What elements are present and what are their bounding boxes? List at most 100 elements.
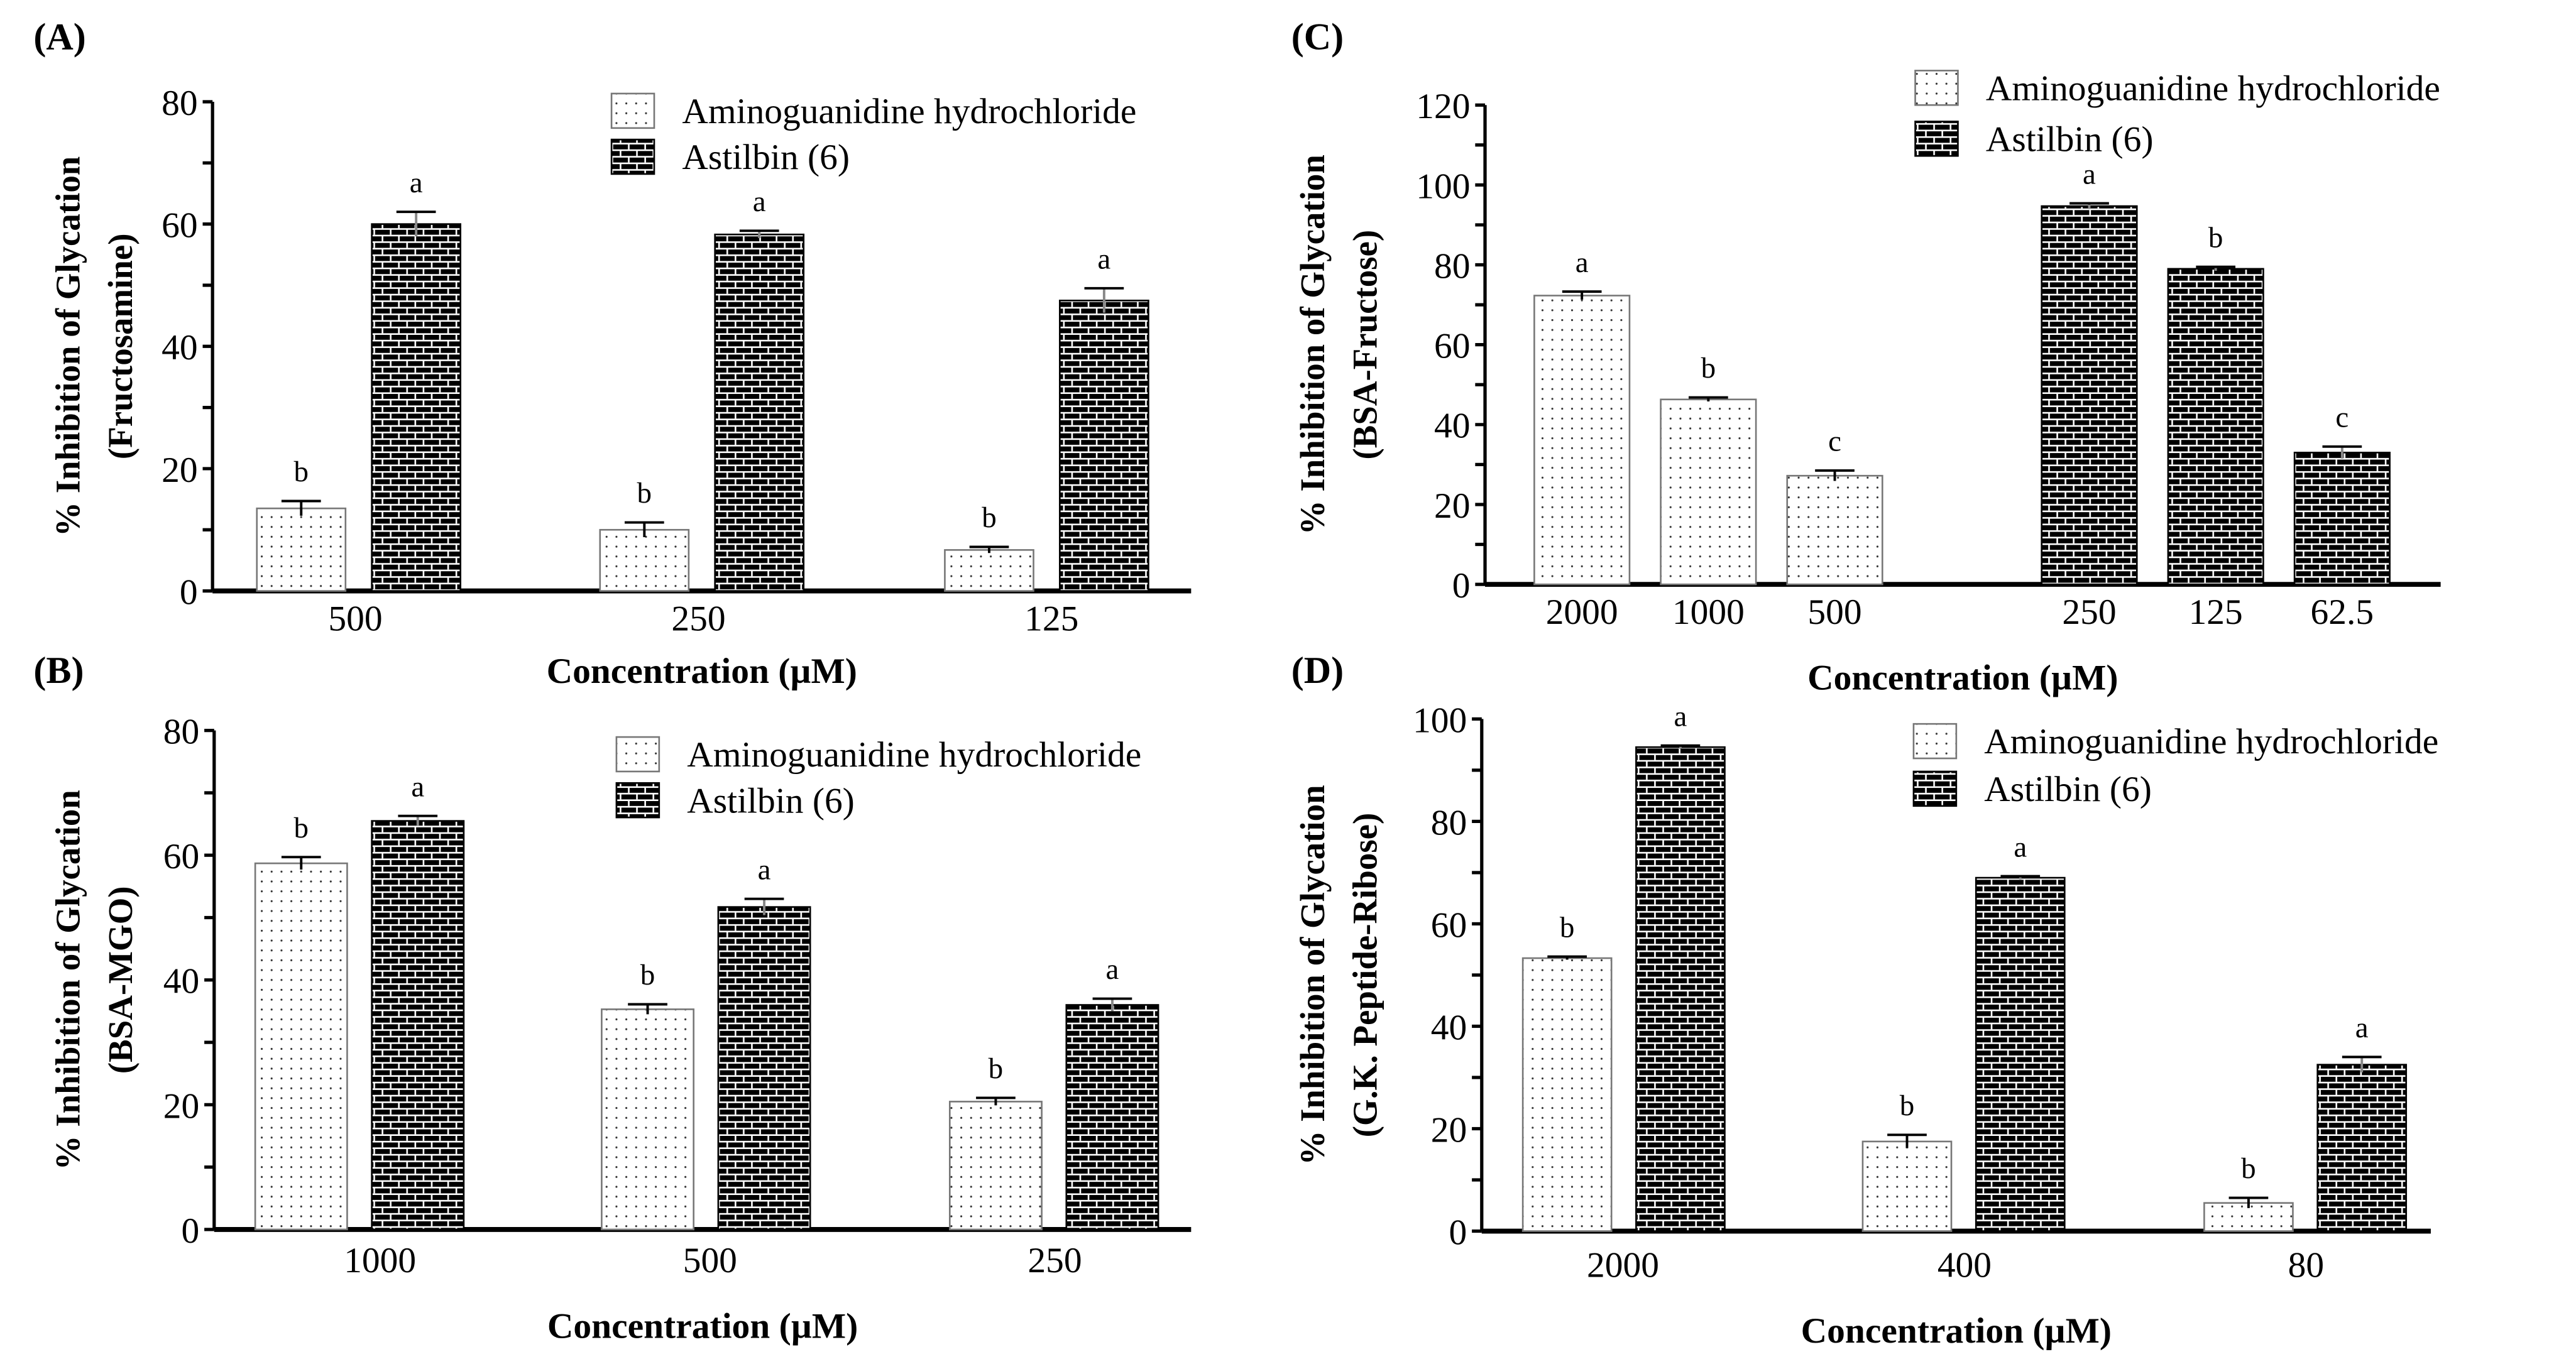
x-tick-label: 250 [671, 599, 725, 638]
significance-letter: c [1828, 425, 1841, 458]
significance-letter: a [1097, 243, 1110, 275]
significance-letter: a [758, 853, 771, 886]
y-tick-label: 40 [162, 328, 197, 368]
bar-aminoguanidine [1660, 398, 1757, 586]
y-tick-label: 0 [1449, 1213, 1467, 1252]
bar-aminoguanidine [944, 549, 1034, 592]
chart-panel-c: (C) 0 20 40 60 80 100 120 % Inhibition of Glycat… [1291, 15, 2441, 697]
x-tick-label: 1000 [1672, 592, 1745, 632]
bar-aminoguanidine [601, 1008, 695, 1231]
legend-label-aminoguanidine: Aminoguanidine hydrochloride [1986, 68, 2440, 108]
chart-panel-b: (B) 0 20 40 60 80 % Inhibition of Glycation (BS… [33, 649, 1192, 1346]
legend-label-aminoguanidine: Aminoguanidine hydrochloride [1984, 722, 2438, 761]
legend-swatch-aminoguanidine [1914, 70, 1959, 106]
y-tick-label: 60 [1434, 327, 1470, 366]
legend-swatch-astilbin [610, 138, 655, 175]
bar-aminoguanidine [948, 1101, 1043, 1231]
x-tick-label: 125 [1024, 599, 1078, 638]
significance-letter: a [1106, 953, 1119, 986]
significance-letter: b [1701, 352, 1716, 385]
bar-aminoguanidine [254, 862, 348, 1231]
significance-letter: a [2355, 1012, 2369, 1044]
x-axis-title: Concentration (µM) [547, 652, 857, 691]
bar-astilbin [2316, 1064, 2408, 1232]
y-tick-label: 40 [1431, 1008, 1467, 1047]
legend-label-aminoguanidine: Aminoguanidine hydrochloride [682, 92, 1136, 131]
legend-swatch-astilbin [1912, 770, 1958, 807]
x-tick-label: 2000 [1587, 1246, 1659, 1285]
legend-swatch-astilbin [1914, 121, 1959, 157]
x-tick-label: 250 [1028, 1241, 1082, 1280]
y-axis-title: % Inhibition of Glycation [1293, 155, 1332, 535]
bar-aminoguanidine [1861, 1140, 1953, 1232]
x-tick-label: 250 [2062, 592, 2116, 632]
x-tick-label: 400 [1937, 1246, 1992, 1285]
legend-label-astilbin: Astilbin (6) [687, 781, 855, 821]
significance-letter: b [989, 1052, 1004, 1085]
chart-panel-a: (A) 0 20 40 60 80 % Inhibition of Glycation (Fr… [33, 15, 1192, 691]
bar-astilbin [1635, 746, 1726, 1232]
y-axis-title: (G.K. Peptide-Ribose) [1346, 813, 1384, 1138]
significance-letter: b [1900, 1089, 1915, 1122]
significance-letter: b [294, 812, 309, 844]
x-tick-label: 2000 [1546, 592, 1618, 632]
legend-swatch-aminoguanidine [1912, 723, 1958, 760]
y-tick-label: 40 [1434, 406, 1470, 446]
panel-label: (B) [33, 649, 84, 691]
y-axis-title: % Inhibition of Glycation [49, 156, 87, 537]
y-axis-title: % Inhibition of Glycation [49, 790, 87, 1170]
y-tick-label: 100 [1416, 166, 1470, 206]
y-tick-label: 40 [163, 962, 199, 1001]
y-tick-label: 20 [162, 450, 197, 490]
x-tick-label: 500 [683, 1241, 737, 1280]
bar-aminoguanidine [1533, 295, 1631, 586]
bar-aminoguanidine [256, 507, 347, 592]
significance-letter: c [2335, 401, 2349, 434]
significance-letter: a [410, 166, 423, 199]
legend-label-astilbin: Astilbin (6) [1986, 119, 2154, 159]
y-axis-title: (Fructosamine) [101, 234, 140, 460]
bar-astilbin [371, 223, 462, 592]
bar-astilbin [714, 233, 805, 592]
y-tick-label: 0 [180, 572, 198, 612]
significance-letter: b [2241, 1152, 2256, 1185]
legend: Aminoguanidine hydrochloride Astilbin (6) [1914, 68, 2440, 159]
y-tick-label: 60 [1431, 905, 1467, 945]
legend-swatch-aminoguanidine [615, 736, 660, 773]
significance-letter: a [2014, 831, 2027, 863]
y-tick-label: 20 [163, 1086, 199, 1126]
x-tick-label: 500 [328, 599, 382, 638]
panel-label: (D) [1291, 649, 1344, 691]
y-tick-label: 0 [1452, 566, 1471, 606]
significance-letter: b [637, 477, 652, 510]
bar-astilbin [1065, 1004, 1159, 1231]
significance-letter: a [753, 185, 766, 218]
panel-label: (A) [33, 15, 85, 57]
x-tick-label: 1000 [344, 1241, 416, 1280]
significance-letter: b [2208, 221, 2223, 254]
y-tick-label: 80 [163, 712, 199, 752]
bar-aminoguanidine [599, 528, 690, 592]
significance-letter: a [2083, 158, 2096, 190]
y-tick-label: 80 [1431, 803, 1467, 843]
significance-letter: a [411, 770, 424, 803]
bar-astilbin [1975, 876, 2066, 1232]
x-axis-title: Concentration (µM) [1807, 658, 2118, 697]
y-axis-title: (BSA-Fructose) [1346, 230, 1384, 460]
legend: Aminoguanidine hydrochloride Astilbin (6) [610, 92, 1136, 177]
y-axis-title: % Inhibition of Glycation [1293, 785, 1332, 1165]
chart-panel-d: (D) 0 20 40 60 80 100 % Inhibition of Glycation… [1291, 649, 2439, 1351]
bar-astilbin [717, 906, 811, 1231]
y-axis-title: (BSA-MGO) [101, 886, 140, 1074]
significance-letter: b [1560, 911, 1575, 944]
significance-letter: a [1674, 700, 1687, 733]
bar-astilbin [1059, 299, 1149, 592]
y-tick-label: 80 [162, 84, 197, 123]
significance-letter: a [1576, 246, 1589, 279]
legend-swatch-astilbin [615, 782, 660, 819]
y-tick-label: 100 [1413, 701, 1467, 740]
bar-astilbin [371, 820, 465, 1231]
legend-label-aminoguanidine: Aminoguanidine hydrochloride [687, 735, 1141, 775]
y-tick-label: 60 [163, 837, 199, 876]
bar-aminoguanidine [1521, 957, 1613, 1232]
